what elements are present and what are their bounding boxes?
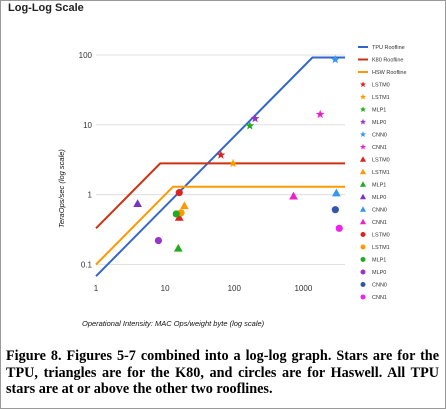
point-triangle-lstm0 bbox=[174, 212, 184, 221]
legend-swatch bbox=[360, 294, 366, 300]
point-star-cnn0 bbox=[330, 55, 340, 64]
data-points bbox=[133, 55, 343, 252]
point-triangle-lstm1 bbox=[180, 201, 189, 210]
point-star-lstm1 bbox=[228, 158, 238, 168]
legend-item: MLP1 bbox=[360, 257, 386, 264]
legend-swatch bbox=[360, 93, 366, 100]
legend-label: CNN0 bbox=[372, 133, 387, 139]
point-triangle-mlp0 bbox=[133, 199, 142, 208]
roofline-line bbox=[95, 56, 345, 277]
legend-label: CNN1 bbox=[372, 295, 387, 301]
roofline-line bbox=[95, 185, 345, 266]
chart-svg: 0.1 1 10 100 1 10 100 1000 TPU Roofline K80 Roof… bbox=[57, 45, 407, 328]
legend-label: LSTM1 bbox=[372, 95, 390, 101]
point-circle-lstm0 bbox=[175, 189, 183, 197]
legend-label: CNN0 bbox=[372, 283, 387, 289]
legend-swatch bbox=[360, 143, 366, 150]
legend-item: LSTM1 bbox=[360, 93, 390, 101]
point-circle-cnn1 bbox=[335, 224, 343, 232]
x-tick-label: 10 bbox=[161, 284, 170, 293]
legend-label: LSTM1 bbox=[372, 170, 390, 176]
point-circle-cnn0 bbox=[331, 206, 339, 214]
legend-item: LSTM0 bbox=[360, 232, 390, 239]
point-circle-mlp0 bbox=[154, 237, 163, 245]
legend-item: CNN1 bbox=[360, 143, 387, 151]
legend-item: MLP0 bbox=[360, 118, 386, 126]
legend-item: LSTM0 bbox=[360, 81, 390, 89]
legend-item: TPU Roofline bbox=[358, 45, 405, 51]
point-triangle-cnn1 bbox=[289, 191, 298, 200]
legend-swatch bbox=[359, 168, 367, 175]
x-axis-label: Operational Intensity: MAC Ops/weight by… bbox=[82, 319, 265, 328]
chart-title: Log-Log Scale bbox=[8, 2, 84, 14]
tick-labels: 0.1 1 10 100 1 10 100 1000 bbox=[79, 51, 313, 293]
legend-label: MLP1 bbox=[372, 258, 386, 264]
legend-item: MLP1 bbox=[360, 106, 386, 114]
legend-swatch bbox=[360, 244, 366, 250]
point-triangle-mlp1 bbox=[173, 243, 183, 252]
legend-label: MLP0 bbox=[372, 195, 386, 201]
legend-label: CNN0 bbox=[372, 208, 387, 214]
legend-item: MLP0 bbox=[360, 269, 386, 276]
legend-label: LSTM1 bbox=[372, 245, 390, 251]
point-circle-mlp1 bbox=[172, 210, 180, 218]
y-tick-label: 1 bbox=[88, 191, 93, 200]
figure-caption: Figure 8. Figures 5-7 combined into a lo… bbox=[6, 348, 439, 397]
legend-swatch bbox=[360, 232, 366, 237]
legend-swatch bbox=[359, 181, 367, 187]
legend-item: CNN0 bbox=[359, 206, 387, 214]
legend-label: MLP0 bbox=[372, 270, 386, 276]
legend-item: CNN0 bbox=[360, 282, 387, 289]
legend-item: CNN1 bbox=[360, 294, 387, 301]
legend-swatch bbox=[360, 257, 366, 262]
legend-item: LSTM0 bbox=[359, 156, 390, 164]
legend-label: HSW Roofline bbox=[372, 70, 407, 76]
legend-swatch bbox=[360, 81, 366, 88]
legend-label: LSTM0 bbox=[372, 233, 390, 239]
grid bbox=[96, 54, 345, 265]
x-tick-label: 1 bbox=[94, 284, 99, 293]
legend-swatch bbox=[359, 206, 367, 212]
point-star-mlp1 bbox=[245, 121, 255, 130]
legend-label: TPU Roofline bbox=[372, 45, 405, 51]
legend-label: LSTM0 bbox=[372, 158, 390, 164]
roofline-lines bbox=[95, 56, 345, 277]
legend-label: MLP0 bbox=[372, 120, 386, 126]
point-star-mlp0 bbox=[250, 114, 260, 123]
legend-item: K80 Roofline bbox=[358, 58, 404, 64]
point-star-cnn1 bbox=[315, 109, 325, 119]
legend-item: MLP0 bbox=[359, 193, 386, 201]
legend-swatch bbox=[359, 193, 367, 200]
legend-swatch bbox=[360, 106, 366, 113]
legend-item: LSTM1 bbox=[360, 244, 390, 251]
x-tick-label: 1000 bbox=[294, 284, 312, 293]
legend-label: MLP1 bbox=[372, 108, 386, 114]
roofline-line bbox=[95, 162, 345, 230]
point-star-lstm0 bbox=[216, 150, 226, 159]
legend-label: MLP1 bbox=[372, 183, 386, 189]
y-axis-label: TeraOps/sec (log scale) bbox=[57, 149, 66, 228]
legend-item: HSW Roofline bbox=[358, 70, 407, 76]
legend-swatch bbox=[359, 218, 367, 225]
legend-swatch bbox=[360, 282, 366, 287]
legend-swatch bbox=[360, 131, 366, 138]
legend-item: LSTM1 bbox=[359, 168, 390, 176]
y-tick-label: 100 bbox=[79, 51, 93, 60]
legend-label: K80 Roofline bbox=[372, 58, 404, 64]
legend: TPU Roofline K80 Roofline HSW Roofline LSTM… bbox=[358, 45, 407, 301]
legend-swatch bbox=[360, 118, 366, 125]
legend-swatch bbox=[359, 156, 367, 162]
point-triangle-cnn0 bbox=[331, 188, 341, 197]
x-tick-label: 100 bbox=[228, 284, 242, 293]
legend-item: MLP1 bbox=[359, 181, 386, 189]
legend-label: LSTM0 bbox=[372, 83, 390, 89]
legend-item: CNN0 bbox=[360, 131, 387, 139]
legend-swatch bbox=[360, 269, 366, 275]
y-tick-label: 10 bbox=[83, 121, 92, 130]
legend-item: CNN1 bbox=[359, 218, 387, 226]
legend-label: CNN1 bbox=[372, 220, 387, 226]
y-tick-label: 0.1 bbox=[81, 261, 93, 270]
legend-label: CNN1 bbox=[372, 145, 387, 151]
